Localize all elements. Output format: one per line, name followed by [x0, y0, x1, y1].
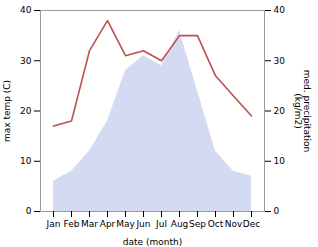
svg-text:max temp (C): max temp (C) [2, 80, 12, 142]
svg-text:Jul: Jul [155, 219, 167, 229]
svg-text:med. precipitation(kg/m2): med. precipitation(kg/m2) [293, 70, 312, 152]
svg-text:20: 20 [20, 106, 32, 116]
svg-text:10: 10 [274, 156, 286, 166]
svg-text:30: 30 [20, 56, 32, 66]
svg-text:May: May [116, 219, 135, 229]
svg-text:10: 10 [20, 156, 32, 166]
svg-text:Feb: Feb [64, 219, 80, 229]
svg-text:20: 20 [274, 106, 286, 116]
svg-text:0: 0 [274, 206, 280, 216]
svg-text:Jan: Jan [46, 219, 61, 229]
svg-text:40: 40 [274, 5, 286, 15]
svg-text:Aug: Aug [171, 219, 189, 229]
svg-text:40: 40 [20, 5, 32, 15]
svg-text:0: 0 [26, 206, 32, 216]
svg-text:Sep: Sep [189, 219, 206, 229]
svg-text:Oct: Oct [208, 219, 224, 229]
svg-text:Mar: Mar [81, 219, 98, 229]
svg-text:Dec: Dec [243, 219, 260, 229]
svg-text:30: 30 [274, 56, 286, 66]
svg-text:Apr: Apr [100, 219, 116, 229]
svg-text:date (month): date (month) [123, 237, 182, 247]
svg-text:Jun: Jun [135, 219, 150, 229]
svg-text:Nov: Nov [225, 219, 243, 229]
